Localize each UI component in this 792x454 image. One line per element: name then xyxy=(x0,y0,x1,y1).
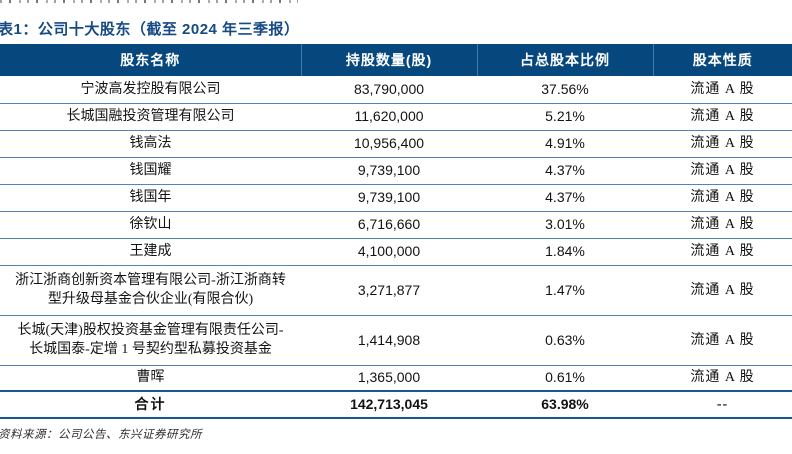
cell-share-nature: 流通 A 股 xyxy=(653,365,792,392)
cell-share-nature: 流通 A 股 xyxy=(653,315,792,366)
cell-ownership-ratio: 0.63% xyxy=(477,315,653,366)
cell-shares-held: 11,620,000 xyxy=(301,103,477,131)
cell-shares-held: 1,414,908 xyxy=(301,315,477,366)
cell-share-nature: 流通 A 股 xyxy=(653,157,792,185)
cell-share-nature: 流通 A 股 xyxy=(653,130,792,158)
cell-ownership-ratio: 37.56% xyxy=(477,76,653,104)
cell-shareholder-name: 王建成 xyxy=(0,238,301,266)
cell-total-nature: -- xyxy=(653,390,792,419)
cell-share-nature: 流通 A 股 xyxy=(653,238,792,266)
cell-share-nature: 流通 A 股 xyxy=(653,211,792,239)
table-row: 长城国融投资管理有限公司 11,620,000 5.21% 流通 A 股 xyxy=(0,103,792,131)
table-header: 股东名称 持股数量(股) 占总股本比例 股本性质 xyxy=(0,44,792,76)
cell-shares-held: 10,956,400 xyxy=(301,130,477,158)
cell-ownership-ratio: 1.47% xyxy=(477,265,653,316)
cell-shareholder-name: 长城(天津)股权投资基金管理有限责任公司- 长城国泰-定增 1 号契约型私募投资… xyxy=(0,315,301,366)
table-row: 钱国耀 9,739,100 4.37% 流通 A 股 xyxy=(0,157,792,185)
cell-shares-held: 83,790,000 xyxy=(301,76,477,104)
cell-shares-held: 3,271,877 xyxy=(301,265,477,316)
cell-shareholder-name: 徐钦山 xyxy=(0,211,301,239)
cell-ownership-ratio: 3.01% xyxy=(477,211,653,239)
cell-shares-held: 9,739,100 xyxy=(301,157,477,185)
cell-shareholder-name: 长城国融投资管理有限公司 xyxy=(0,103,301,131)
cell-shareholder-name: 浙江浙商创新资本管理有限公司-浙江浙商转 型升级母基金合伙企业(有限合伙) xyxy=(0,265,301,316)
cell-shares-held: 1,365,000 xyxy=(301,365,477,392)
cell-shareholder-name: 钱高法 xyxy=(0,130,301,158)
table-row: 宁波高发控股有限公司 83,790,000 37.56% 流通 A 股 xyxy=(0,76,792,104)
cell-ownership-ratio: 5.21% xyxy=(477,103,653,131)
top-shareholders-table: 股东名称 持股数量(股) 占总股本比例 股本性质 宁波高发控股有限公司 83,7… xyxy=(0,44,792,419)
total-row: 合计 142,713,045 63.98% -- xyxy=(0,390,792,419)
cell-share-nature: 流通 A 股 xyxy=(653,184,792,212)
table-row: 钱高法 10,956,400 4.91% 流通 A 股 xyxy=(0,130,792,158)
cell-share-nature: 流通 A 股 xyxy=(653,265,792,316)
cell-share-nature: 流通 A 股 xyxy=(653,76,792,104)
cell-ownership-ratio: 1.84% xyxy=(477,238,653,266)
cell-ownership-ratio: 4.37% xyxy=(477,157,653,185)
cell-shareholder-name: 钱国年 xyxy=(0,184,301,212)
cell-shares-held: 6,716,660 xyxy=(301,211,477,239)
cropped-text-remnant xyxy=(0,0,298,3)
source-note: 资料来源：公司公告、东兴证券研究所 xyxy=(0,429,202,441)
cell-shareholder-name: 宁波高发控股有限公司 xyxy=(0,76,301,104)
cell-shareholder-name: 曹晖 xyxy=(0,365,301,392)
cell-ownership-ratio: 4.91% xyxy=(477,130,653,158)
cell-shareholder-name: 钱国耀 xyxy=(0,157,301,185)
cell-share-nature: 流通 A 股 xyxy=(653,103,792,131)
column-header-shareholder-name: 股东名称 xyxy=(0,44,301,76)
header-row: 股东名称 持股数量(股) 占总股本比例 股本性质 xyxy=(0,44,792,76)
table-row: 浙江浙商创新资本管理有限公司-浙江浙商转 型升级母基金合伙企业(有限合伙) 3,… xyxy=(0,265,792,316)
table-title: 表1：公司十大股东（截至 2024 年三季报） xyxy=(0,21,300,38)
cell-shares-held: 4,100,000 xyxy=(301,238,477,266)
table-row: 王建成 4,100,000 1.84% 流通 A 股 xyxy=(0,238,792,266)
column-header-ownership-ratio: 占总股本比例 xyxy=(476,44,653,76)
cell-total-label: 合计 xyxy=(0,390,301,419)
cell-total-shares: 142,713,045 xyxy=(301,390,477,419)
column-header-shares-held: 持股数量(股) xyxy=(300,44,477,76)
cell-ownership-ratio: 0.61% xyxy=(477,365,653,392)
cell-ownership-ratio: 4.37% xyxy=(477,184,653,212)
cell-shares-held: 9,739,100 xyxy=(301,184,477,212)
cell-total-ratio: 63.98% xyxy=(477,390,653,419)
column-header-share-nature: 股本性质 xyxy=(652,44,792,76)
table-body: 宁波高发控股有限公司 83,790,000 37.56% 流通 A 股 长城国融… xyxy=(0,76,792,419)
table-row: 徐钦山 6,716,660 3.01% 流通 A 股 xyxy=(0,211,792,239)
table-row: 长城(天津)股权投资基金管理有限责任公司- 长城国泰-定增 1 号契约型私募投资… xyxy=(0,315,792,366)
table-row: 曹晖 1,365,000 0.61% 流通 A 股 xyxy=(0,365,792,392)
table-row: 钱国年 9,739,100 4.37% 流通 A 股 xyxy=(0,184,792,212)
